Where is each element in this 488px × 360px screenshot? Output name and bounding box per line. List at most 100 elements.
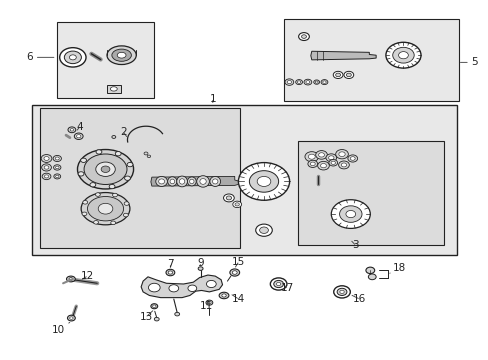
Ellipse shape <box>385 42 420 68</box>
Ellipse shape <box>151 304 158 309</box>
Ellipse shape <box>56 175 59 177</box>
Ellipse shape <box>148 283 160 292</box>
Ellipse shape <box>295 80 302 85</box>
Ellipse shape <box>127 162 133 167</box>
Ellipse shape <box>223 194 234 202</box>
Text: 4: 4 <box>76 122 83 132</box>
Text: 18: 18 <box>389 262 406 273</box>
Ellipse shape <box>176 176 187 187</box>
Bar <box>32 105 456 255</box>
Ellipse shape <box>206 280 216 288</box>
Ellipse shape <box>307 160 317 167</box>
Ellipse shape <box>69 278 73 280</box>
Ellipse shape <box>144 152 148 155</box>
Ellipse shape <box>235 203 239 206</box>
Ellipse shape <box>74 133 83 139</box>
Ellipse shape <box>328 159 337 166</box>
Text: 9: 9 <box>197 258 203 268</box>
Ellipse shape <box>255 224 272 236</box>
Ellipse shape <box>156 176 167 186</box>
Ellipse shape <box>179 179 184 184</box>
Ellipse shape <box>115 152 121 156</box>
Ellipse shape <box>112 49 131 61</box>
Ellipse shape <box>209 176 220 186</box>
Ellipse shape <box>318 153 324 157</box>
Ellipse shape <box>168 285 178 292</box>
Ellipse shape <box>41 164 51 171</box>
Ellipse shape <box>226 196 231 200</box>
Ellipse shape <box>53 156 61 162</box>
Ellipse shape <box>170 179 174 184</box>
Ellipse shape <box>345 211 355 218</box>
Ellipse shape <box>56 166 59 169</box>
Bar <box>298 140 444 244</box>
Ellipse shape <box>297 81 300 84</box>
Text: 7: 7 <box>167 259 173 269</box>
Ellipse shape <box>339 290 344 293</box>
Text: 10: 10 <box>52 323 70 335</box>
Ellipse shape <box>95 193 100 196</box>
Ellipse shape <box>196 176 209 187</box>
Ellipse shape <box>304 79 311 85</box>
Ellipse shape <box>238 163 289 200</box>
Ellipse shape <box>82 201 87 204</box>
Text: 6: 6 <box>26 52 54 62</box>
Bar <box>283 19 458 101</box>
Ellipse shape <box>60 48 86 67</box>
Ellipse shape <box>392 47 413 63</box>
Ellipse shape <box>232 201 241 208</box>
Ellipse shape <box>107 46 136 64</box>
Ellipse shape <box>335 149 347 159</box>
Polygon shape <box>141 275 222 298</box>
Ellipse shape <box>229 269 239 276</box>
Ellipse shape <box>147 155 150 158</box>
Ellipse shape <box>338 161 348 169</box>
Text: 13: 13 <box>139 311 152 322</box>
Ellipse shape <box>349 157 354 160</box>
Ellipse shape <box>335 73 340 77</box>
Ellipse shape <box>365 267 374 274</box>
Ellipse shape <box>44 166 49 169</box>
Ellipse shape <box>96 150 102 154</box>
Ellipse shape <box>187 177 196 186</box>
Ellipse shape <box>101 166 110 172</box>
Ellipse shape <box>67 315 75 321</box>
Ellipse shape <box>286 81 291 84</box>
Ellipse shape <box>55 157 59 160</box>
Ellipse shape <box>174 312 179 316</box>
Text: 11: 11 <box>200 300 213 311</box>
Ellipse shape <box>321 80 327 85</box>
Ellipse shape <box>54 174 61 179</box>
Ellipse shape <box>367 274 375 280</box>
Ellipse shape <box>78 172 84 176</box>
Ellipse shape <box>332 71 342 78</box>
Ellipse shape <box>200 179 206 184</box>
Ellipse shape <box>68 127 76 133</box>
Ellipse shape <box>82 212 87 216</box>
Ellipse shape <box>347 155 357 162</box>
Ellipse shape <box>341 163 346 167</box>
Text: 5: 5 <box>460 57 477 67</box>
Ellipse shape <box>98 203 113 214</box>
Ellipse shape <box>123 213 128 217</box>
Ellipse shape <box>152 305 156 307</box>
Ellipse shape <box>310 162 315 166</box>
Ellipse shape <box>111 221 115 225</box>
Ellipse shape <box>84 154 127 184</box>
Text: 14: 14 <box>231 294 245 304</box>
Ellipse shape <box>76 135 81 138</box>
Ellipse shape <box>339 206 361 222</box>
Ellipse shape <box>90 183 96 187</box>
Ellipse shape <box>66 276 75 282</box>
Ellipse shape <box>198 267 203 270</box>
Ellipse shape <box>44 175 48 178</box>
Ellipse shape <box>285 79 293 85</box>
Ellipse shape <box>70 129 73 131</box>
Ellipse shape <box>168 271 172 274</box>
Ellipse shape <box>273 280 283 288</box>
Ellipse shape <box>44 157 49 160</box>
Ellipse shape <box>54 165 61 170</box>
Ellipse shape <box>165 269 174 276</box>
Ellipse shape <box>338 152 345 157</box>
Ellipse shape <box>222 294 226 297</box>
